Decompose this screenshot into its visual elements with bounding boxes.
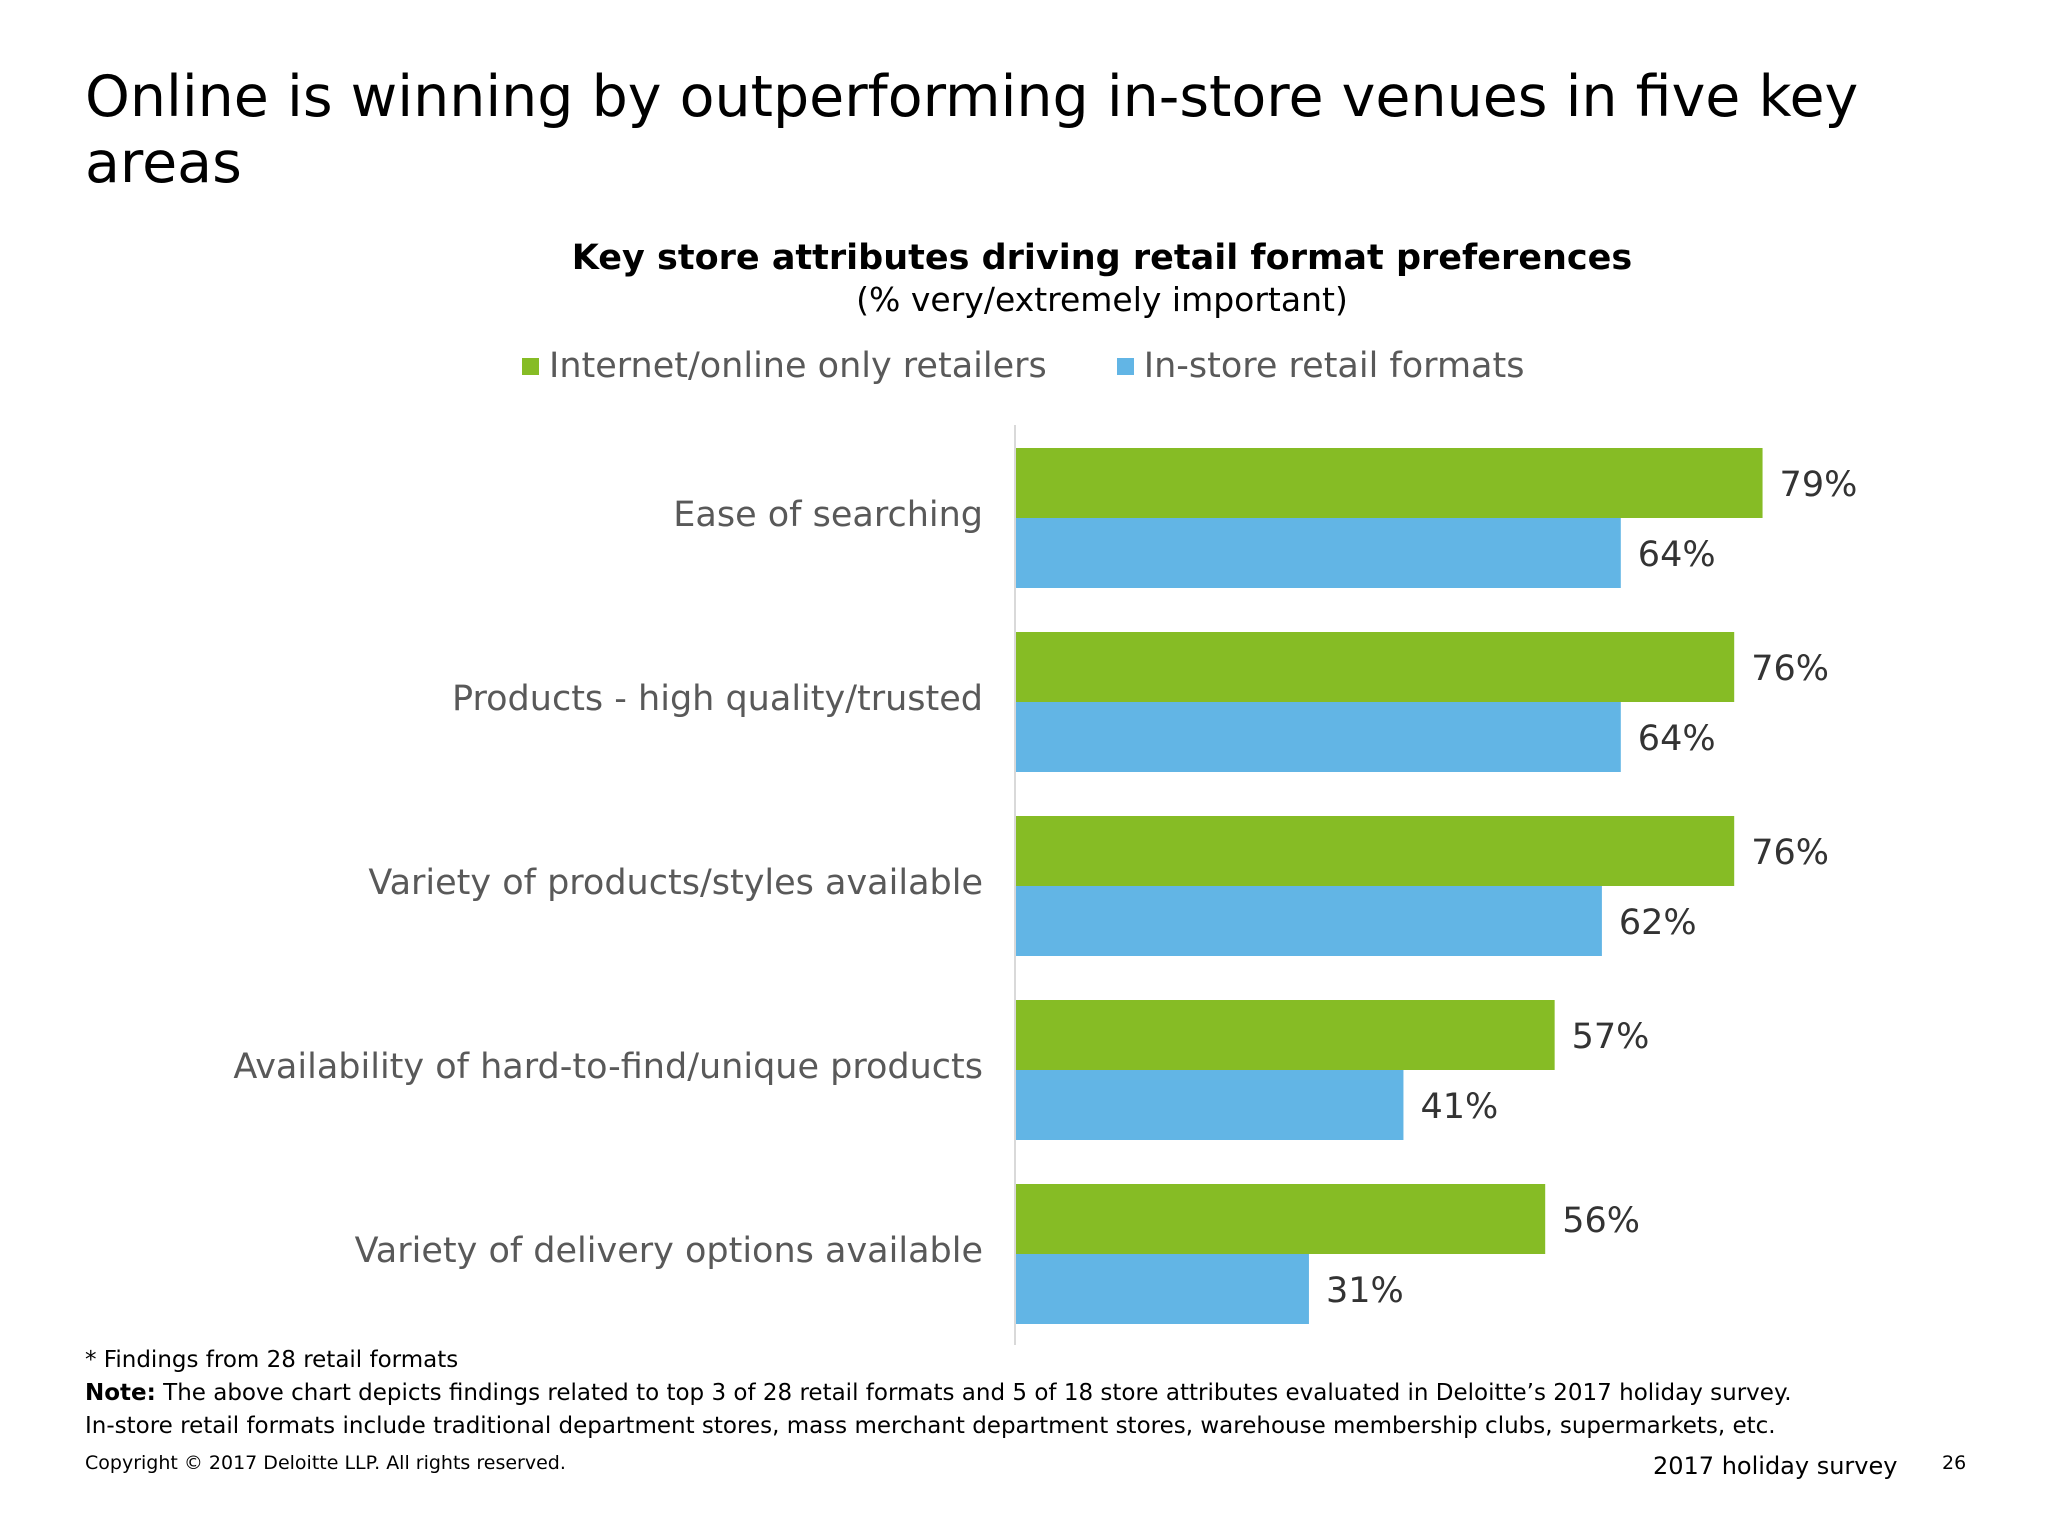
chart-title: Key store attributes driving retail form… (0, 238, 2048, 278)
data-label: 76% (1751, 649, 1829, 689)
slide-title: Online is winning by outperforming in-st… (85, 64, 1859, 196)
footnote: * Findings from 28 retail formats (85, 1347, 459, 1373)
legend-label-online: Internet/online only retailers (549, 346, 1047, 386)
chart-legend: Internet/online only retailers In-store … (522, 346, 1594, 386)
category-label: Ease of searching (673, 495, 983, 535)
chart-subtitle: (% very/extremely important) (0, 280, 2048, 319)
category-label: Variety of delivery options available (355, 1231, 983, 1271)
note-continued: In-store retail formats include traditio… (85, 1413, 1776, 1439)
bar-instore (1016, 1070, 1404, 1140)
data-label: 62% (1619, 903, 1697, 943)
bar-online (1016, 1000, 1555, 1070)
category-label: Variety of products/styles available (368, 863, 983, 903)
legend-swatch-instore (1116, 357, 1134, 375)
legend-swatch-online (522, 357, 539, 375)
data-label: 57% (1572, 1017, 1650, 1057)
bar-instore (1016, 702, 1621, 772)
legend-item-instore: In-store retail formats (1116, 346, 1525, 386)
data-label: 64% (1638, 535, 1716, 575)
chart-subtitle-text: (% very/extremely important) (856, 280, 1348, 319)
category-label: Products - high quality/trusted (452, 679, 983, 719)
category-label: Availability of hard-to-find/unique prod… (233, 1047, 983, 1087)
note: Note: The above chart depicts findings r… (85, 1380, 1792, 1406)
bar-online (1016, 1184, 1546, 1254)
bar-instore (1016, 1254, 1309, 1324)
bar-online (1016, 816, 1735, 886)
bar-instore (1016, 886, 1602, 956)
data-label: 31% (1326, 1271, 1404, 1311)
data-label: 56% (1562, 1201, 1640, 1241)
bar-online (1016, 632, 1735, 702)
copyright: Copyright © 2017 Deloitte LLP. All right… (85, 1452, 566, 1474)
data-label: 76% (1751, 833, 1829, 873)
legend-item-online: Internet/online only retailers (522, 346, 1047, 386)
note-label: Note: (85, 1380, 156, 1406)
survey-label: 2017 holiday survey (1653, 1452, 1898, 1480)
note-text: The above chart depicts findings related… (155, 1380, 1792, 1406)
legend-label-instore: In-store retail formats (1143, 346, 1525, 386)
data-label: 41% (1420, 1087, 1498, 1127)
page-number: 26 (1942, 1452, 1967, 1474)
bar-instore (1016, 518, 1621, 588)
chart-title-text: Key store attributes driving retail form… (571, 238, 1633, 278)
data-label: 64% (1638, 719, 1716, 759)
data-label: 79% (1780, 465, 1858, 505)
bar-online (1016, 448, 1763, 518)
